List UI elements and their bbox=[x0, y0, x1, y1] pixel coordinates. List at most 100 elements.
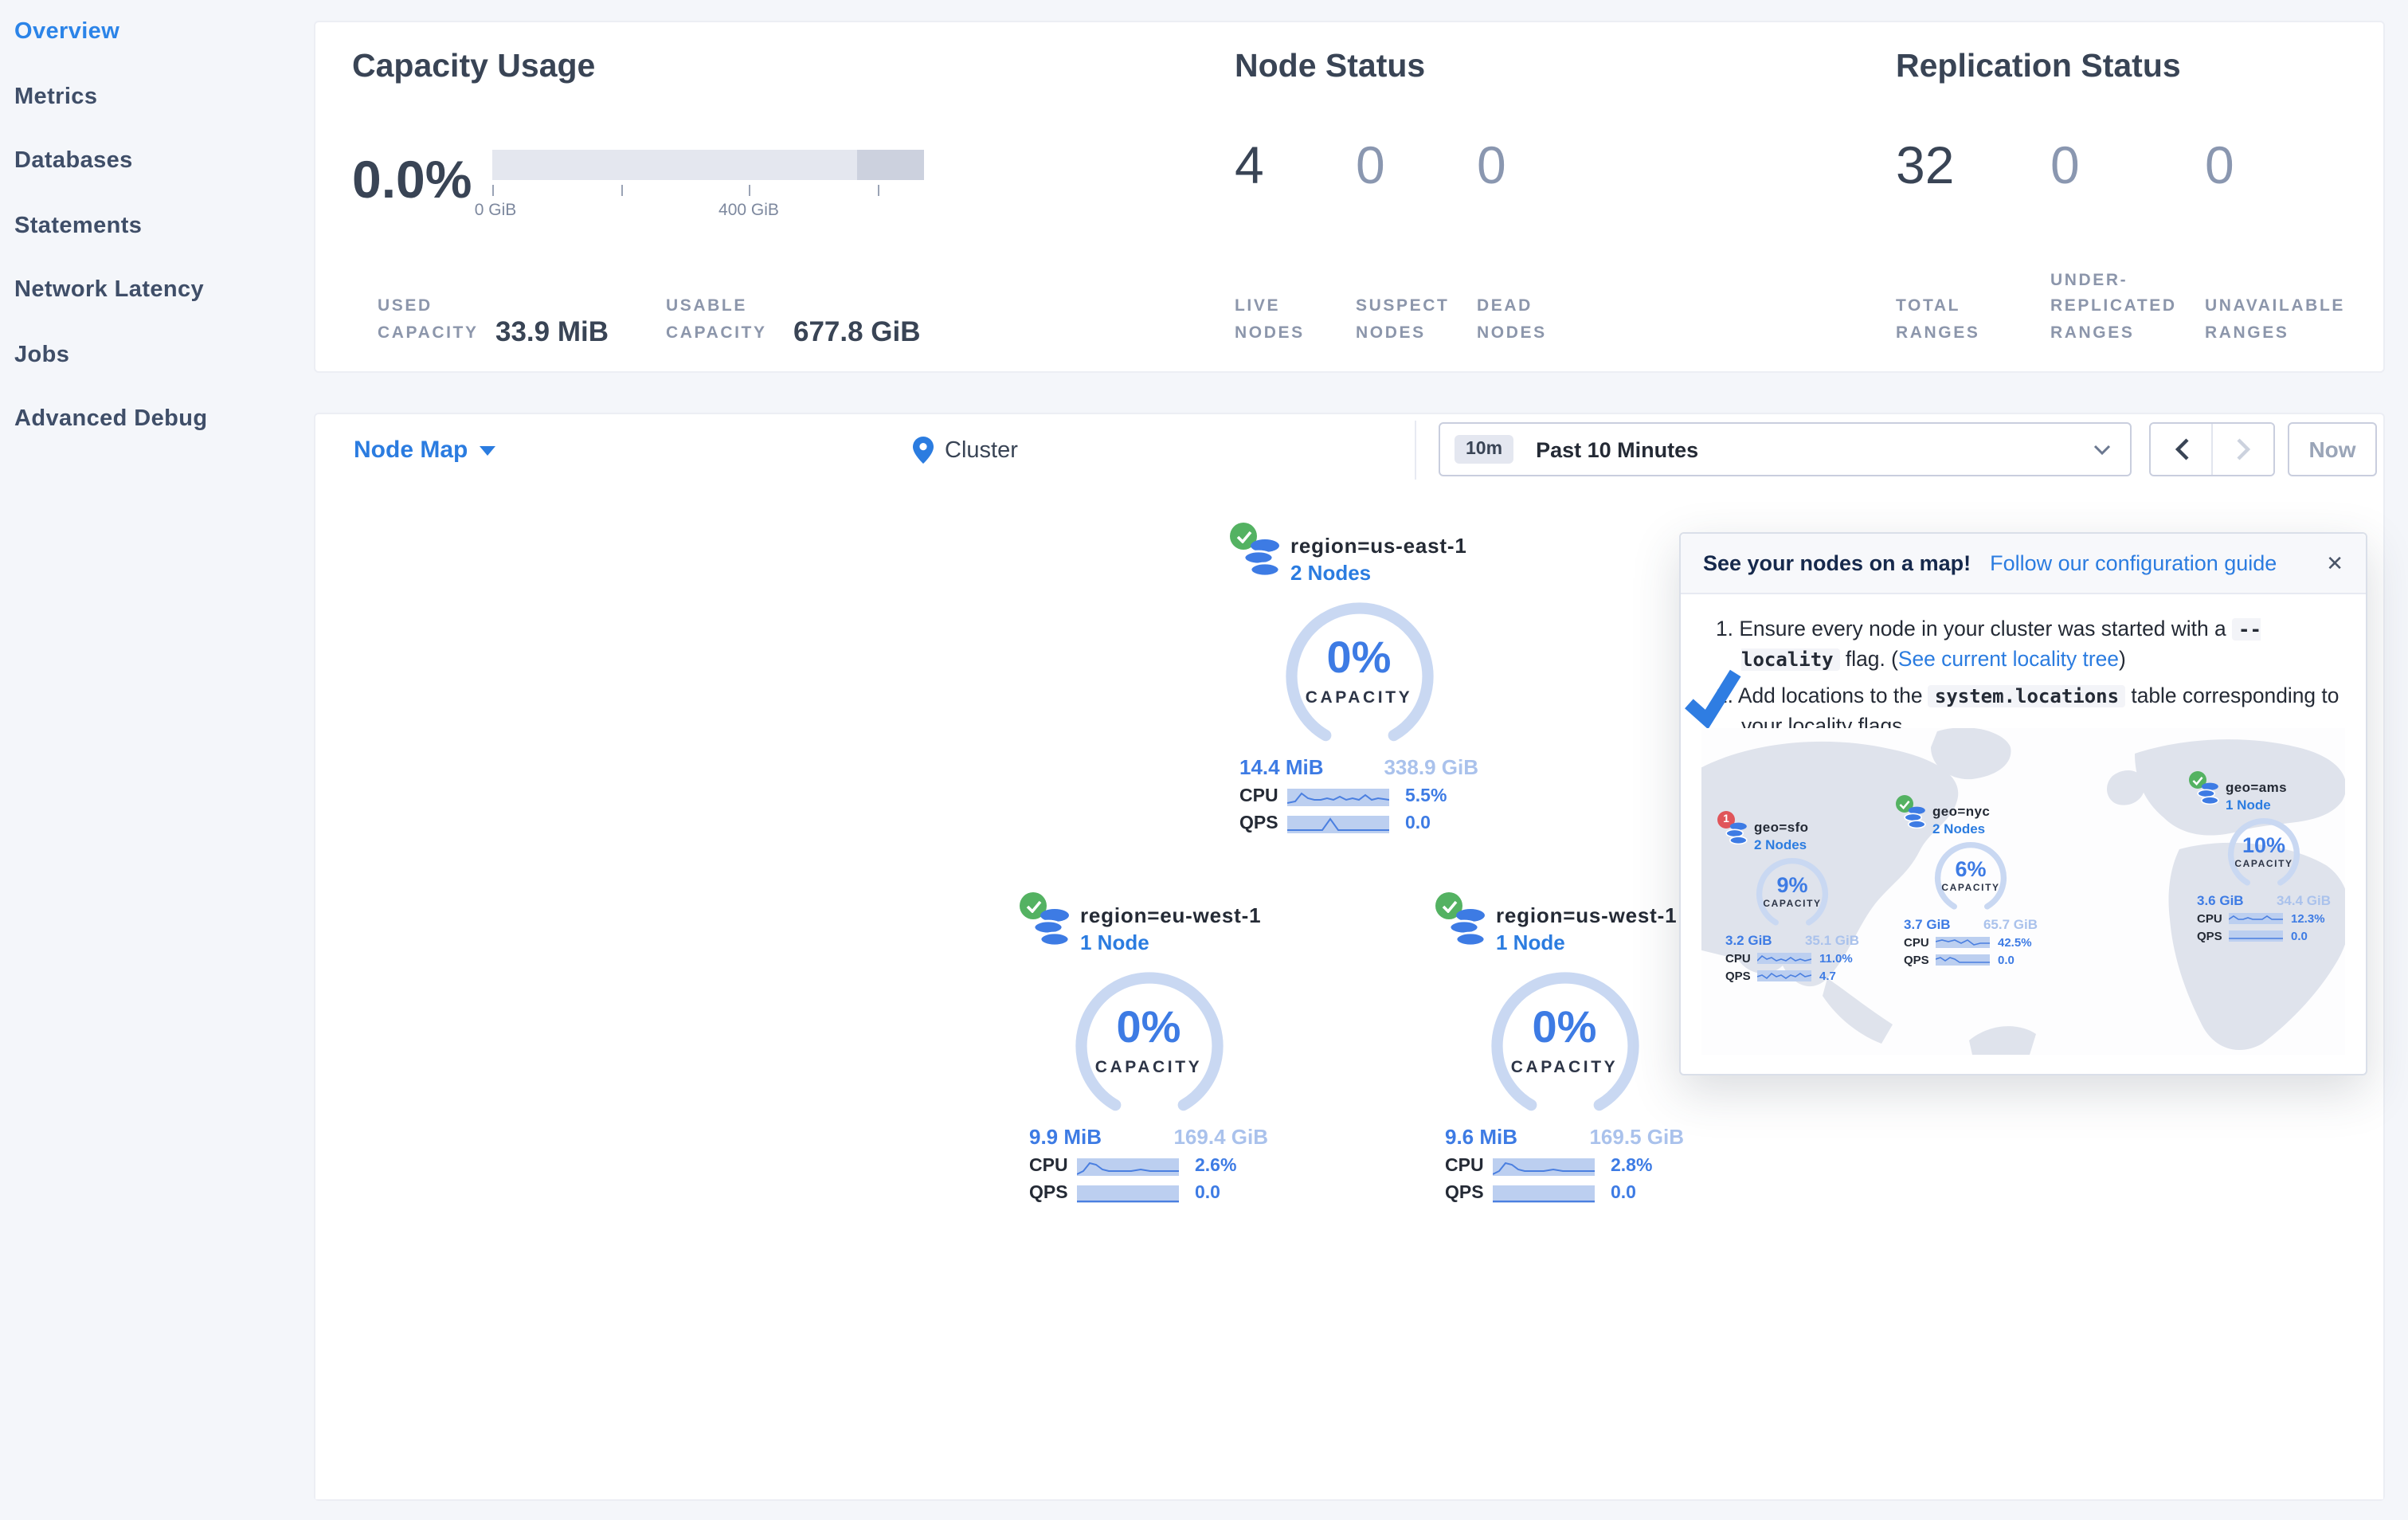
capacity-total: 34.4 GiB bbox=[2276, 892, 2331, 908]
database-stack-icon bbox=[1243, 539, 1281, 577]
locality-node-us-west-1[interactable]: region=us-west-1 1 Node 0% CAPACITY 9.6 … bbox=[1435, 892, 1684, 1203]
gauge-caption: CAPACITY bbox=[1094, 1058, 1203, 1077]
configuration-guide-link[interactable]: Follow our configuration guide bbox=[1990, 551, 2277, 575]
chevron-right-icon bbox=[2236, 438, 2250, 460]
locality-name: region=eu-west-1 bbox=[1080, 903, 1262, 927]
sidebar-item-metrics[interactable]: Metrics bbox=[0, 65, 312, 129]
node-status-labels: LIVE NODES SUSPECT NODES DEAD NODES bbox=[1235, 294, 1598, 346]
view-mode-dropdown[interactable]: Node Map bbox=[354, 414, 495, 486]
qps-metric-row: QPS 4.7 bbox=[1725, 969, 1859, 983]
gauge-text: 6% CAPACITY bbox=[1934, 841, 2007, 915]
under-replicated-label: UNDER-REPLICATED RANGES bbox=[2050, 271, 2177, 343]
map-node-geo-nyc: geo=nyc 2 Nodes 6% CAPACITY 3.7 GiB 65.7… bbox=[1896, 795, 2038, 967]
qps-label: QPS bbox=[1029, 1184, 1068, 1203]
cpu-metric-row: CPU 42.5% bbox=[1904, 935, 2038, 950]
capacity-total: 35.1 GiB bbox=[1804, 932, 1859, 948]
dead-nodes-label: DEAD NODES bbox=[1477, 296, 1547, 343]
cpu-label: CPU bbox=[1904, 935, 1929, 950]
cpu-label: CPU bbox=[1239, 787, 1278, 806]
gauge-caption: CAPACITY bbox=[1305, 688, 1413, 707]
cpu-label: CPU bbox=[1445, 1157, 1484, 1176]
sidebar-item-advanced-debug[interactable]: Advanced Debug bbox=[0, 387, 312, 452]
node-status-title: Node Status bbox=[1235, 48, 1426, 84]
cpu-sparkline-icon bbox=[1757, 953, 1811, 964]
qps-metric-row: QPS 0.0 bbox=[1445, 1184, 1684, 1203]
database-stack-icon bbox=[1904, 806, 1926, 829]
qps-sparkline-icon bbox=[1936, 954, 1990, 966]
cpu-label: CPU bbox=[1725, 951, 1751, 966]
suspect-nodes-label: SUSPECT NODES bbox=[1356, 296, 1450, 343]
world-map-icon bbox=[1701, 728, 2345, 1055]
capacity-gauge: 0% CAPACITY bbox=[1283, 601, 1435, 752]
capacity-total: 338.9 GiB bbox=[1384, 755, 1478, 779]
locality-nodes-link[interactable]: 1 Node bbox=[1080, 930, 1149, 954]
capacity-gauge: 10% CAPACITY bbox=[2227, 817, 2300, 891]
capacity-used: 14.4 MiB bbox=[1239, 755, 1324, 779]
capacity-range-row: 9.6 MiB 169.5 GiB bbox=[1445, 1125, 1684, 1149]
sidebar-item-overview[interactable]: Overview bbox=[0, 0, 312, 65]
sidebar: Overview Metrics Databases Statements Ne… bbox=[0, 0, 312, 1520]
node-map-toolbar: Node Map Cluster 10m Past 10 Minutes bbox=[315, 414, 2383, 488]
time-next-button[interactable] bbox=[2211, 424, 2273, 475]
locality-nodes-link[interactable]: 1 Node bbox=[1496, 930, 1565, 954]
qps-value: 0.0 bbox=[1195, 1184, 1220, 1203]
capacity-used: 9.6 MiB bbox=[1445, 1125, 1518, 1149]
gauge-caption: CAPACITY bbox=[1763, 899, 1822, 909]
qps-metric-row: QPS 0.0 bbox=[1904, 953, 2038, 967]
cpu-value: 12.3% bbox=[2291, 911, 2325, 926]
sidebar-item-databases[interactable]: Databases bbox=[0, 129, 312, 194]
qps-label: QPS bbox=[1239, 814, 1278, 833]
sidebar-item-statements[interactable]: Statements bbox=[0, 194, 312, 258]
database-stack-icon bbox=[1032, 909, 1071, 946]
dead-nodes-value: 0 bbox=[1477, 135, 1506, 194]
sidebar-item-label: Statements bbox=[14, 213, 143, 239]
locality-node-us-east-1[interactable]: region=us-east-1 2 Nodes 0% CAPACITY 14.… bbox=[1230, 523, 1478, 833]
popup-body: 1. Ensure every node in your cluster was… bbox=[1681, 594, 2366, 742]
gauge-text: 10% CAPACITY bbox=[2227, 817, 2300, 891]
capacity-gauge: 0% CAPACITY bbox=[1489, 970, 1640, 1122]
capacity-total: 169.4 GiB bbox=[1173, 1125, 1268, 1149]
total-ranges-value: 32 bbox=[1896, 135, 1955, 194]
sidebar-item-label: Advanced Debug bbox=[14, 406, 208, 433]
used-capacity-stat: USED CAPACITY 33.9 MiB bbox=[378, 294, 609, 347]
usable-capacity-value: 677.8 GiB bbox=[793, 315, 921, 347]
step-text: Ensure every node in your cluster was st… bbox=[1739, 617, 2232, 641]
step-text: flag. ( bbox=[1839, 647, 1898, 672]
qps-sparkline-icon bbox=[1493, 1185, 1595, 1202]
capacity-gauge: 9% CAPACITY bbox=[1756, 857, 1829, 930]
capacity-percent: 0.0% bbox=[352, 150, 472, 209]
locality-tree-link[interactable]: See current locality tree bbox=[1897, 647, 2119, 672]
gauge-percent: 0% bbox=[1532, 1002, 1597, 1052]
locality-name: region=us-east-1 bbox=[1290, 534, 1467, 558]
usable-capacity-label: USABLE CAPACITY bbox=[666, 296, 767, 343]
now-button-label: Now bbox=[2308, 437, 2356, 462]
capacity-bar-block: 0 GiB 400 GiB bbox=[475, 150, 924, 223]
locality-node-eu-west-1[interactable]: region=eu-west-1 1 Node 0% CAPACITY 9.9 … bbox=[1020, 892, 1268, 1203]
cpu-value: 2.6% bbox=[1195, 1157, 1237, 1176]
chevron-left-icon bbox=[2174, 438, 2188, 460]
locality-header: 1 geo=sfo 2 Nodes bbox=[1717, 811, 1859, 854]
gauge-caption: CAPACITY bbox=[1941, 883, 2000, 893]
example-world-map: 1 geo=sfo 2 Nodes 9% CAPACITY bbox=[1701, 728, 2345, 1055]
locality-header: geo=nyc 2 Nodes bbox=[1896, 795, 2038, 838]
node-status-section: Node Status 4 0 0 LIVE NODES SUSPECT NOD… bbox=[1235, 22, 1760, 371]
cpu-metric-row: CPU 11.0% bbox=[1725, 951, 1859, 966]
axis-tick bbox=[621, 185, 623, 196]
locality-nodes-link[interactable]: 2 Nodes bbox=[1290, 561, 1372, 585]
axis-label-400: 400 GiB bbox=[718, 201, 779, 220]
cpu-value: 42.5% bbox=[1998, 935, 2032, 950]
map-node-geo-sfo: 1 geo=sfo 2 Nodes 9% CAPACITY bbox=[1717, 811, 1859, 983]
close-icon[interactable]: ✕ bbox=[2326, 550, 2343, 574]
sidebar-item-network-latency[interactable]: Network Latency bbox=[0, 258, 312, 323]
time-prev-button[interactable] bbox=[2151, 424, 2211, 475]
axis-tick bbox=[749, 185, 750, 196]
time-range-dropdown[interactable]: 10m Past 10 Minutes bbox=[1439, 422, 2132, 476]
locality-name: geo=ams bbox=[2226, 779, 2287, 795]
sidebar-item-label: Network Latency bbox=[14, 277, 205, 304]
step-text: Add locations to the bbox=[1737, 683, 1928, 707]
step-number: 1. bbox=[1716, 617, 1733, 641]
sidebar-item-jobs[interactable]: Jobs bbox=[0, 323, 312, 387]
code-span: system.locations bbox=[1928, 684, 2126, 707]
database-stack-icon bbox=[2197, 782, 2219, 805]
now-button[interactable]: Now bbox=[2288, 422, 2377, 476]
